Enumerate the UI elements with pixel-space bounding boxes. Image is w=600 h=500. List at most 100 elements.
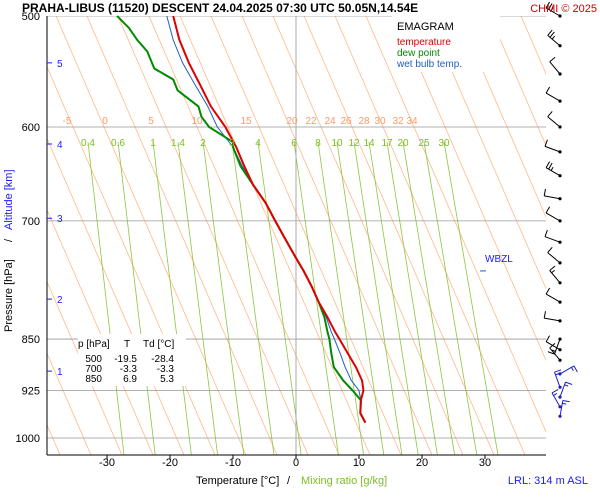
table-cell: 700 [85,364,102,375]
wind-barb-dot [558,414,562,418]
wind-barb-feather [544,229,548,237]
mixing-ratio-label: 30 [438,138,450,149]
wind-barb-dot [558,219,562,223]
xlabel-temperature: Temperature [°C] [196,475,279,487]
grid-layer [46,16,546,459]
wind-barbs [543,1,578,418]
isotherm-line [303,16,495,455]
legend-item-wetbulb: wet bulb temp. [396,59,462,70]
wind-barb-dot [558,385,562,389]
wind-barb-dot [558,300,562,304]
wind-barb [551,388,562,409]
wind-barb-feather [545,1,551,9]
altitude-tick-label: 4 [57,140,63,151]
wind-barb-feather [551,35,556,40]
isotherm-line [458,16,546,219]
mixing-ratio-label: 4 [255,138,261,149]
mixing-ratio-label: 20 [397,138,409,149]
mixing-ratio-line [177,141,218,455]
wind-barb-dot [558,197,562,201]
wind-barb-staff [547,116,561,128]
wind-barb-staff [549,61,561,75]
table-cell: 5.3 [160,374,174,385]
isotherm-line [47,280,123,455]
table-cell: -28.4 [151,354,174,365]
mixing-ratio-line [386,141,438,455]
mixing-ratio-label: 17 [381,138,393,149]
pressure-tick-label: 925 [22,386,40,398]
isotherm-label: 28 [358,116,370,127]
ylabel-separator: / [3,238,15,242]
wind-barb-feather [547,351,555,355]
wind-barb [544,139,562,154]
mixing-ratio-label: 14 [363,138,375,149]
wind-barb-feather [551,269,555,274]
table-cell: 850 [85,374,102,385]
isotherm-line [86,16,278,455]
altitude-tick-label: 1 [57,367,63,378]
wind-barb [544,229,562,244]
mixing-ratio-line [152,141,192,455]
temperature-tick-label: 30 [479,457,491,469]
isotherm-line [396,16,546,362]
wind-barb [545,206,562,223]
wind-barb-dot [558,372,562,376]
temperature-tick-label: -10 [225,457,241,469]
wind-barb-feather [545,206,551,214]
wind-barb-dot [558,395,562,399]
wind-barb-feather [548,3,553,10]
wind-barb [558,381,573,399]
wbzl-label: WBZL [485,254,513,265]
wind-barb-feather [553,392,558,396]
wind-barb-dot [558,150,562,154]
isotherm-label: 34 [406,116,418,127]
table-header-p: p [hPa] [78,339,110,350]
isotherm-label: 30 [374,116,386,127]
wind-barb-dot [558,72,562,76]
temperature-tick-label: -30 [99,457,115,469]
altitude-tick-label: 3 [57,214,63,225]
mixing-ratio-label: 0.4 [81,138,95,149]
wind-barb-feather [573,365,578,373]
wind-barb-feather [554,369,562,373]
temperature-tick-label: 0 [293,457,299,469]
isotherm-label: 0 [102,116,108,127]
wind-barb [547,337,562,355]
wind-barb-dot [558,261,562,265]
lrl-label: LRL: 314 m ASL [508,475,588,487]
isotherm-line [117,16,309,455]
legend-item-temperature: temperature [397,37,451,48]
wind-barb-feather [545,287,551,295]
wind-barb [554,369,562,389]
wind-barb-feather [547,246,553,253]
xlabel-separator: / [287,475,291,487]
mixing-ratio-line [257,141,302,455]
isotherm-label: 20 [286,116,298,127]
xlabel-mixing: Mixing ratio [g/kg] [301,475,387,487]
wind-barb-staff [554,372,561,388]
legend-title: EMAGRAM [397,21,454,33]
temperature-line [172,15,367,424]
table-cell: 500 [85,354,102,365]
table-header-t: T [124,339,130,350]
wind-barb-staff [545,293,561,303]
isotherm-label: 5 [148,116,154,127]
ylabel-altitude: Altitude [km] [3,169,15,230]
mixing-ratio-line [336,141,385,455]
legend-box [392,16,500,72]
wind-barb-feather [549,56,556,63]
summary-table: p [hPa] T Td [°C] 500 -19.5 -28.4 700 -3… [78,334,186,386]
isotherm-label: 10 [191,116,203,127]
wind-barb-staff [545,7,561,17]
temperature-tick-label: 20 [416,457,428,469]
wind-barb-feather [570,367,574,372]
copyright: CHMI © 2025 [530,3,597,15]
mixing-ratio-label: 1 [150,138,156,149]
wind-barb-staff [549,270,561,284]
isotherm-line [489,16,546,147]
isotherm-label: 22 [305,116,317,127]
wind-barb-staff [544,195,561,200]
wind-barb-feather [550,166,554,171]
wind-barb-staff [547,252,561,264]
